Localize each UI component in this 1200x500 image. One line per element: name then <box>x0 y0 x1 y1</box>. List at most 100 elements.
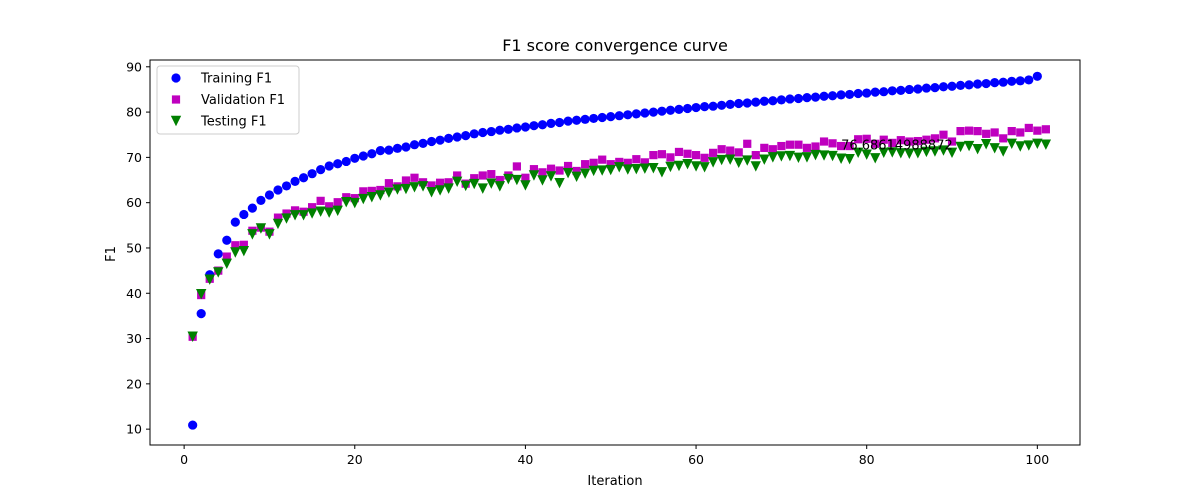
training-f1-point <box>734 98 744 109</box>
training-f1-point <box>759 96 769 106</box>
x-axis-label: Iteration <box>587 474 642 489</box>
validation-f1-point <box>879 135 888 144</box>
testing-f1-point <box>537 175 548 186</box>
testing-f1-point <box>622 164 633 175</box>
training-f1-point <box>367 149 377 159</box>
training-f1-point <box>776 95 786 105</box>
validation-f1-point <box>700 153 709 162</box>
training-f1-point <box>230 217 240 227</box>
training-f1-point <box>452 132 462 142</box>
testing-f1-point <box>298 210 309 221</box>
validation-f1-point <box>512 162 521 171</box>
testing-f1-point <box>477 183 488 194</box>
testing-f1-point <box>247 229 258 240</box>
training-f1-point <box>990 78 1000 88</box>
training-f1-point <box>1015 76 1025 86</box>
training-f1-point <box>896 85 906 95</box>
training-f1-point <box>503 124 513 134</box>
testing-f1-point <box>281 213 292 224</box>
validation-f1-point <box>222 252 231 261</box>
validation-f1-point <box>1033 126 1042 135</box>
training-f1-point <box>938 82 949 92</box>
training-f1-point <box>981 78 991 89</box>
training-f1-point <box>631 109 641 119</box>
testing-f1-point <box>1006 138 1017 149</box>
validation-f1-point <box>333 198 342 207</box>
validation-f1-point <box>598 155 607 164</box>
validation-f1-point <box>964 126 974 135</box>
testing-f1-point <box>972 144 983 155</box>
testing-f1-point <box>306 208 318 219</box>
training-f1-point <box>478 127 488 138</box>
legend-box <box>156 65 300 135</box>
validation-f1-point <box>273 213 283 222</box>
testing-f1-point <box>375 190 386 201</box>
testing-f1-point <box>1032 138 1043 149</box>
training-f1-point <box>401 142 411 152</box>
testing-f1-point <box>588 165 599 177</box>
testing-f1-point <box>742 155 753 166</box>
validation-f1-point <box>990 128 999 137</box>
validation-f1-point <box>666 153 675 162</box>
training-f1-point <box>341 156 351 167</box>
testing-f1-point <box>835 153 847 164</box>
validation-f1-point <box>555 166 564 175</box>
validation-f1-point <box>529 165 539 174</box>
testing-f1-point <box>861 149 872 160</box>
validation-f1-point <box>683 149 692 158</box>
training-f1-point <box>316 165 326 175</box>
training-f1-point <box>469 129 479 139</box>
validation-f1-point <box>913 136 922 146</box>
training-f1-point <box>290 176 300 186</box>
training-f1-point <box>358 151 368 161</box>
validation-f1-point <box>427 181 436 190</box>
training-f1-point <box>648 107 658 117</box>
chart-title: F1 score convergence curve <box>502 36 728 55</box>
training-f1-point <box>793 93 804 104</box>
y-tick-label: 80 <box>126 105 142 120</box>
testing-f1-point <box>409 182 420 193</box>
training-f1-point <box>435 135 445 145</box>
testing-f1-point <box>673 160 685 172</box>
training-f1-point <box>529 121 539 131</box>
testing-f1-point <box>878 147 889 159</box>
validation-f1-point <box>828 139 837 148</box>
training-f1-point <box>426 136 437 147</box>
validation-f1-point <box>495 175 504 185</box>
testing-f1-point <box>793 152 804 164</box>
validation-f1-point <box>922 135 931 144</box>
training-f1-point <box>785 94 795 104</box>
validation-f1-point <box>768 145 777 154</box>
testing-f1-point <box>315 206 326 217</box>
testing-f1-point <box>1015 141 1026 152</box>
validation-f1-point <box>487 170 496 179</box>
testing-f1-point <box>417 181 429 192</box>
testing-f1-point <box>528 170 540 181</box>
validation-f1-point <box>581 160 590 169</box>
y-tick-label: 50 <box>126 240 142 255</box>
testing-f1-point <box>366 192 378 203</box>
validation-f1-point <box>837 141 846 151</box>
training-f1-point <box>520 122 531 132</box>
validation-f1-point <box>854 135 863 144</box>
training-f1-point <box>657 106 667 116</box>
legend-marker <box>170 115 182 127</box>
validation-f1-point <box>239 240 248 249</box>
validation-f1-point <box>376 185 385 195</box>
validation-f1-point <box>794 140 803 149</box>
validation-f1-point <box>1041 125 1050 134</box>
training-f1-point <box>930 83 940 93</box>
validation-f1-point <box>657 150 667 159</box>
training-f1-point <box>674 104 684 114</box>
testing-f1-point <box>921 146 932 158</box>
training-f1-point <box>623 110 633 120</box>
axes: 0 20 40 60 80 100 10 20 30 40 50 60 70 80 90 <box>126 59 1081 467</box>
validation-f1-point <box>819 137 829 146</box>
validation-f1-point <box>444 178 453 187</box>
testing-f1-point <box>980 139 992 150</box>
training-f1-point <box>1007 76 1017 86</box>
testing-f1-point <box>938 145 949 156</box>
testing-f1-point <box>759 154 770 165</box>
validation-f1-point <box>956 127 965 136</box>
training-f1-point <box>708 101 718 111</box>
